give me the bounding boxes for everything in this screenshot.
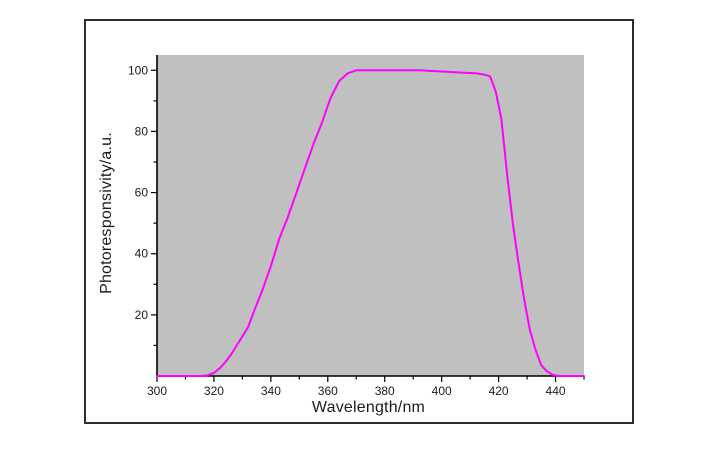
x-tick-label: 340: [261, 384, 281, 398]
y-tick-label: 80: [135, 124, 149, 138]
series-layer: [156, 69, 585, 377]
x-tick-label: 400: [432, 384, 452, 398]
figure-frame: 300 320 340 360 380 400 420 440 20 40 60 80 100 Wave…: [84, 19, 634, 424]
x-tick-label: 320: [204, 384, 224, 398]
x-axis-title: Wavelength/nm: [311, 399, 426, 416]
x-tick-label: 420: [489, 384, 509, 398]
y-tick-label: 60: [135, 186, 149, 200]
x-tick-label: 440: [546, 384, 566, 398]
y-tick-label: 40: [135, 247, 149, 261]
y-tick-label: 100: [128, 63, 148, 77]
photoresponsivity-curve: [156, 69, 585, 377]
x-tick-label: 300: [147, 384, 167, 398]
x-tick-label: 360: [318, 384, 338, 398]
ticks-layer: [151, 69, 585, 382]
y-tick-label: 20: [135, 308, 149, 322]
y-axis-title: Photoresponsivity/a.u.: [98, 132, 115, 294]
x-tick-label: 380: [375, 384, 395, 398]
tick-labels-layer: 300 320 340 360 380 400 420 440 20 40 60 80 100: [128, 63, 566, 398]
chart-plot-svg: 300 320 340 360 380 400 420 440 20 40 60 80 100: [128, 55, 585, 398]
plot-area-background: [157, 55, 584, 376]
